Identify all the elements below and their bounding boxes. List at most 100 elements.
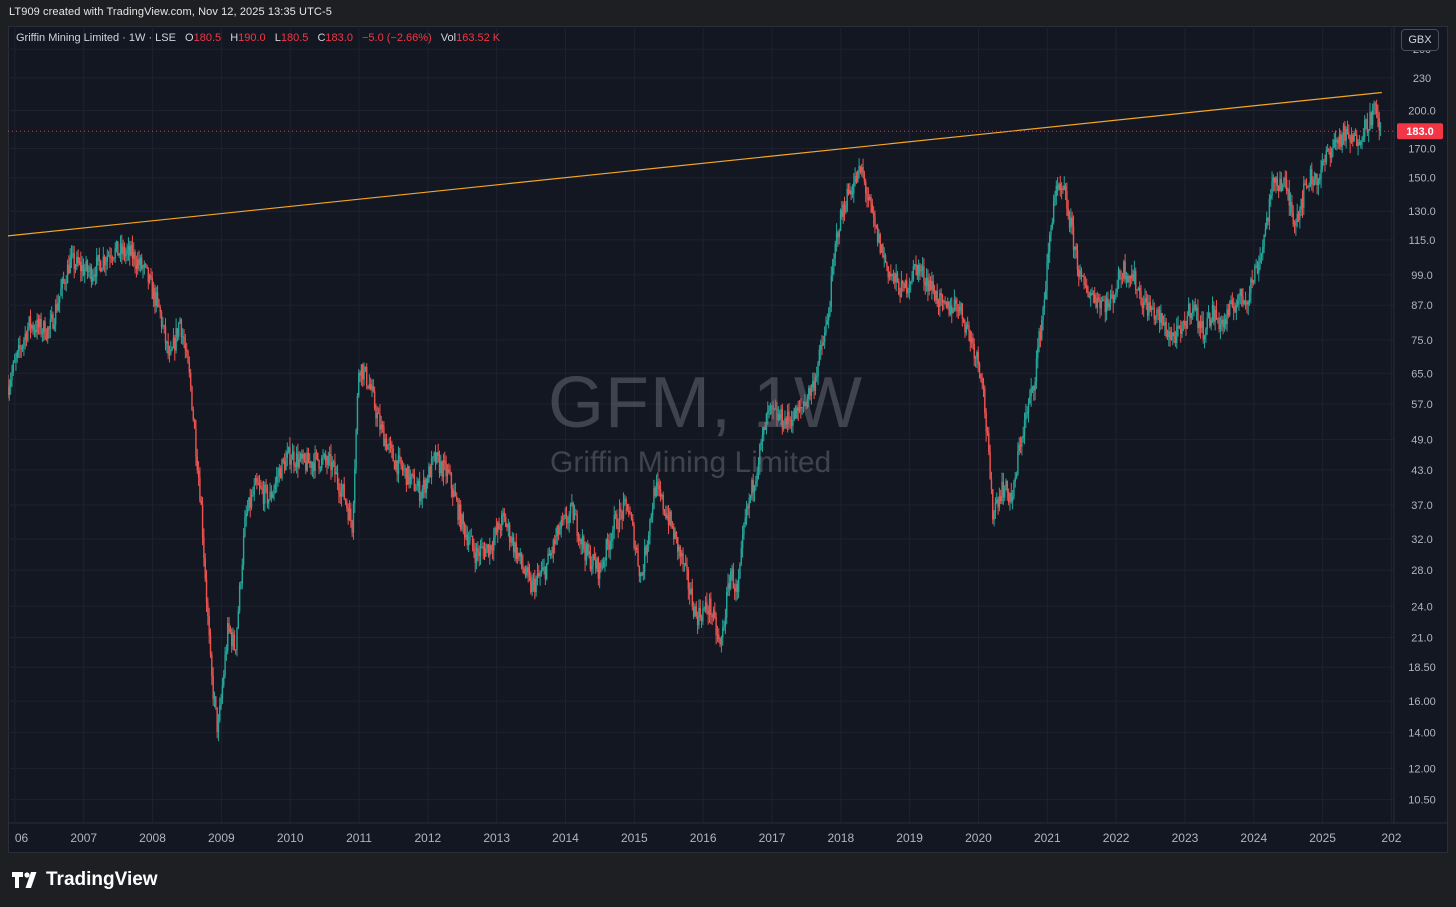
candle-body <box>1168 331 1170 338</box>
candle-body <box>261 487 263 490</box>
candle-body <box>1207 312 1210 318</box>
candle-body <box>772 405 774 410</box>
candle-body <box>469 536 471 542</box>
candle-body <box>665 512 667 519</box>
candle-body <box>731 568 733 572</box>
candle-body <box>600 563 602 568</box>
candle-body <box>1018 444 1020 452</box>
candle-body <box>1191 307 1194 313</box>
candle-body <box>677 536 679 552</box>
candle-body <box>302 453 304 459</box>
candle-body <box>1125 275 1128 280</box>
candle-body <box>625 499 627 504</box>
candle-body <box>405 468 408 485</box>
candle-body <box>510 541 512 543</box>
candle-body <box>432 456 434 459</box>
candle-body <box>459 504 462 530</box>
candle-body <box>339 493 341 497</box>
candle-body <box>70 254 73 258</box>
candle-body <box>564 514 566 517</box>
candle-body <box>759 444 761 465</box>
candle-body <box>551 552 553 554</box>
candle-body <box>1087 292 1089 298</box>
candle-body <box>788 411 790 421</box>
candle-body <box>882 244 884 257</box>
candle-body <box>1297 213 1300 220</box>
candle-body <box>814 377 817 391</box>
candle-body <box>597 558 600 579</box>
candle-body <box>457 500 459 520</box>
candle-body <box>425 479 427 493</box>
candle-body <box>365 366 368 386</box>
candle-body <box>1344 125 1346 141</box>
candle-body <box>1215 309 1218 318</box>
candle-body <box>809 388 811 396</box>
trend-line[interactable] <box>8 91 1382 237</box>
candle-body <box>318 460 320 469</box>
candle-body <box>1025 413 1027 421</box>
candle-body <box>579 538 581 542</box>
candle-body <box>1202 320 1204 340</box>
tradingview-logo[interactable]: TradingView <box>12 869 158 891</box>
candle-body <box>1292 213 1294 225</box>
candle-body <box>659 489 662 497</box>
candle-body <box>1146 302 1149 316</box>
candle-body <box>1150 307 1153 311</box>
candle-body <box>698 607 700 626</box>
candle-body <box>1165 322 1167 337</box>
candle-body <box>36 319 38 333</box>
candle-body <box>72 253 74 255</box>
candle-body <box>1162 324 1165 326</box>
candle-body <box>230 631 233 646</box>
candle-body <box>1258 262 1260 274</box>
candle-body <box>421 489 423 498</box>
candle-body <box>1301 199 1304 208</box>
y-axis-tick-label: 99.0 <box>1411 270 1432 282</box>
candle-body <box>792 419 794 426</box>
candle-body <box>514 542 516 553</box>
candle-body <box>923 266 925 283</box>
candle-body <box>294 465 296 467</box>
candle-body <box>776 408 778 421</box>
candle-body <box>1136 290 1138 291</box>
candle-body <box>111 257 114 259</box>
candle-body <box>976 352 978 358</box>
candle-body <box>916 264 919 276</box>
candle-body <box>129 245 131 256</box>
candle-body <box>114 248 116 258</box>
candle-body <box>376 413 378 419</box>
candle-body <box>197 470 200 478</box>
candle-body <box>360 364 363 376</box>
candle-body <box>332 461 335 463</box>
price-chart[interactable]: 183.0 260230200.0170.0150.0130.0115.099.… <box>8 26 1448 853</box>
x-axis-tick-label: 2024 <box>1240 831 1267 845</box>
candle-body <box>335 472 337 475</box>
candle-body <box>1315 173 1317 179</box>
candle-body <box>1320 169 1322 179</box>
currency-button[interactable]: GBX <box>1401 29 1439 51</box>
candle-body <box>886 262 888 267</box>
candle-body <box>777 414 780 421</box>
candle-body <box>703 608 705 610</box>
candle-body <box>317 452 319 461</box>
last-price-badge <box>1397 123 1443 140</box>
candle-body <box>1264 228 1267 235</box>
candle-body <box>293 451 295 466</box>
candle-body <box>371 386 373 390</box>
candle-body <box>588 551 590 555</box>
y-axis-tick-label: 10.50 <box>1408 795 1436 807</box>
candle-body <box>576 514 578 537</box>
candle-body <box>409 475 412 484</box>
candle-body <box>1206 317 1208 330</box>
volume-value: 163.52 K <box>456 32 501 44</box>
candle-body <box>974 357 977 359</box>
candle-body <box>1299 209 1301 220</box>
candle-body <box>1058 183 1060 190</box>
candle-body <box>1113 294 1116 303</box>
candle-body <box>714 610 716 618</box>
candle-body <box>392 448 394 462</box>
candle-body <box>1272 177 1275 182</box>
candle-body <box>450 473 453 489</box>
candle-body <box>847 188 850 195</box>
candle-body <box>207 602 209 617</box>
